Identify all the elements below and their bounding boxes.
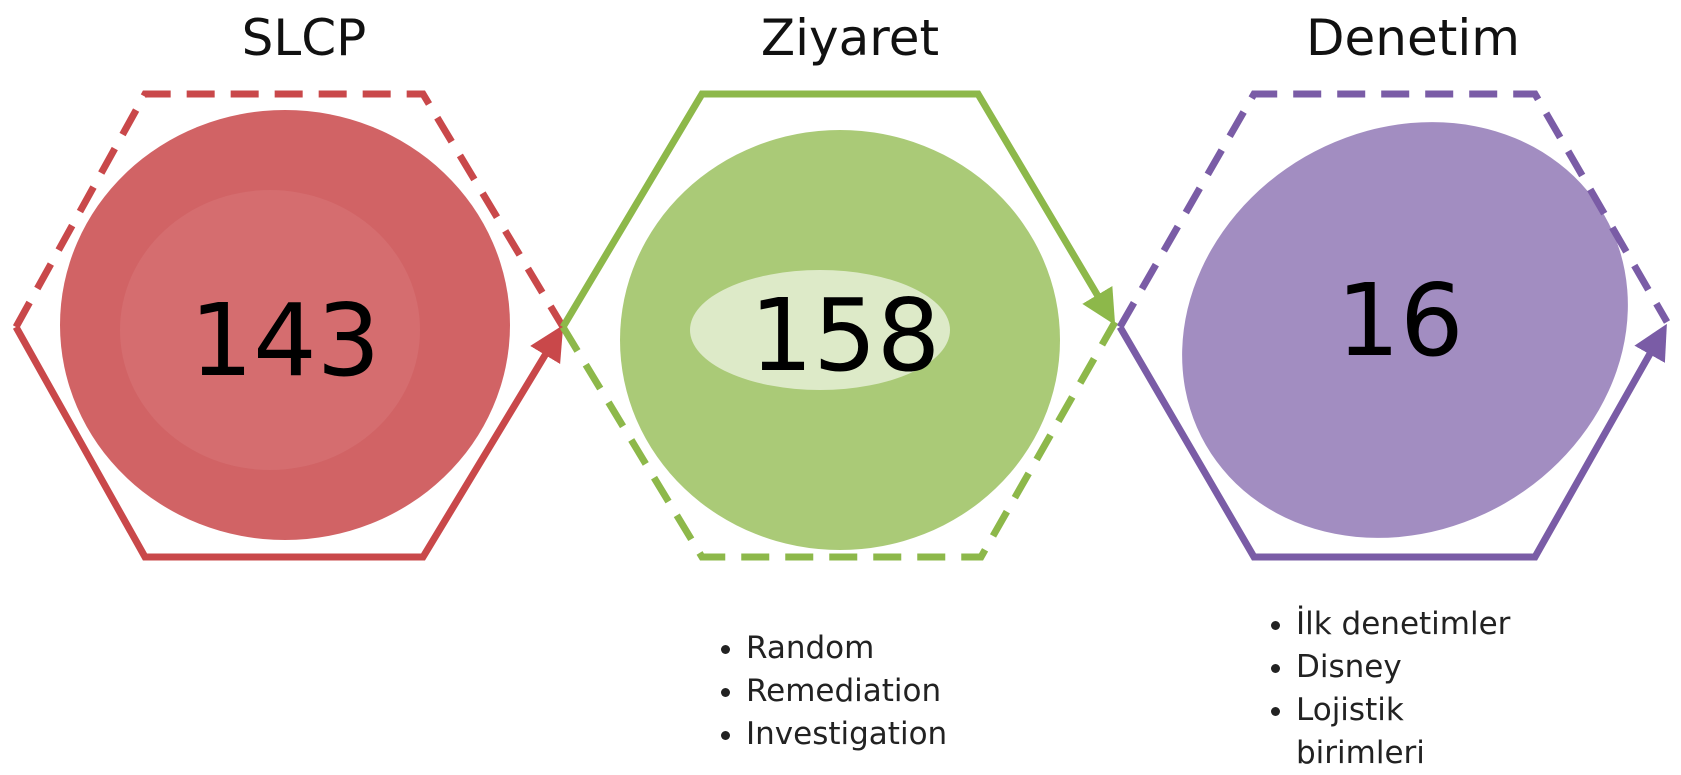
bullet: Random bbox=[746, 627, 1046, 670]
node-title: SLCP bbox=[242, 9, 367, 67]
bullet-list: Random Remediation Investigation bbox=[700, 627, 1046, 756]
page: SLCP Ziyaret Denetim 143 158 16 Random R… bbox=[0, 0, 1681, 770]
bullet: Remediation bbox=[746, 670, 1046, 713]
bullet: Lojistik birimleri bbox=[1296, 689, 1536, 775]
bullet: Disney bbox=[1296, 646, 1536, 689]
node-title: Ziyaret bbox=[761, 9, 939, 67]
bullet-list: İlk denetimler Disney Lojistik birimleri bbox=[1250, 603, 1536, 775]
node-title: Denetim bbox=[1306, 9, 1520, 67]
bullet: Investigation bbox=[746, 713, 1046, 756]
bullet: İlk denetimler bbox=[1296, 603, 1536, 646]
node-value: 158 bbox=[750, 277, 941, 394]
node-value: 143 bbox=[190, 282, 381, 399]
node-value: 16 bbox=[1336, 262, 1463, 379]
